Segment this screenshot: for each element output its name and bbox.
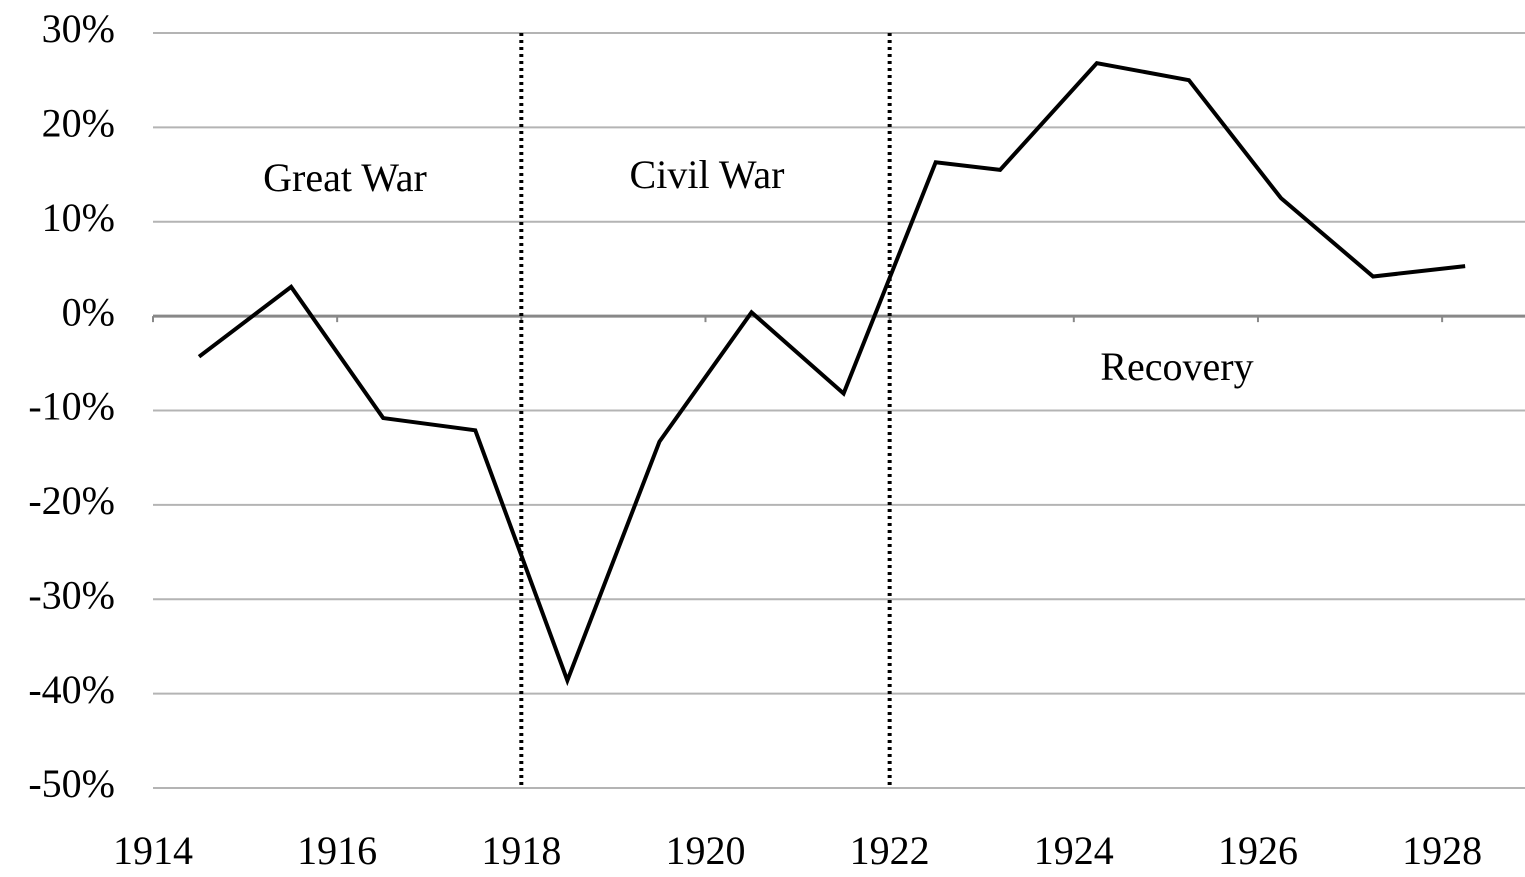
x-tick-label: 1918 [481, 828, 561, 873]
y-tick-label: 0% [62, 289, 115, 334]
y-tick-label: -30% [28, 572, 115, 617]
y-tick-label: -50% [28, 761, 115, 806]
x-tick-label: 1922 [850, 828, 930, 873]
x-tick-label: 1916 [297, 828, 377, 873]
x-tick-label: 1920 [665, 828, 745, 873]
annotation: Recovery [1100, 344, 1253, 389]
x-tick-label: 1914 [113, 828, 193, 873]
annotation: Civil War [630, 152, 785, 197]
y-tick-label: 10% [42, 195, 115, 240]
y-tick-label: -20% [28, 478, 115, 523]
x-tick-label: 1924 [1034, 828, 1114, 873]
line [197, 61, 1466, 687]
x-tick-label: 1928 [1402, 828, 1482, 873]
y-tick-label: 20% [42, 101, 115, 146]
x-tick-label: 1926 [1218, 828, 1298, 873]
y-tick-label: -40% [28, 667, 115, 712]
annotation: Great War [263, 155, 427, 200]
y-tick-label: -10% [28, 384, 115, 429]
y-tick-label: 30% [42, 6, 115, 51]
